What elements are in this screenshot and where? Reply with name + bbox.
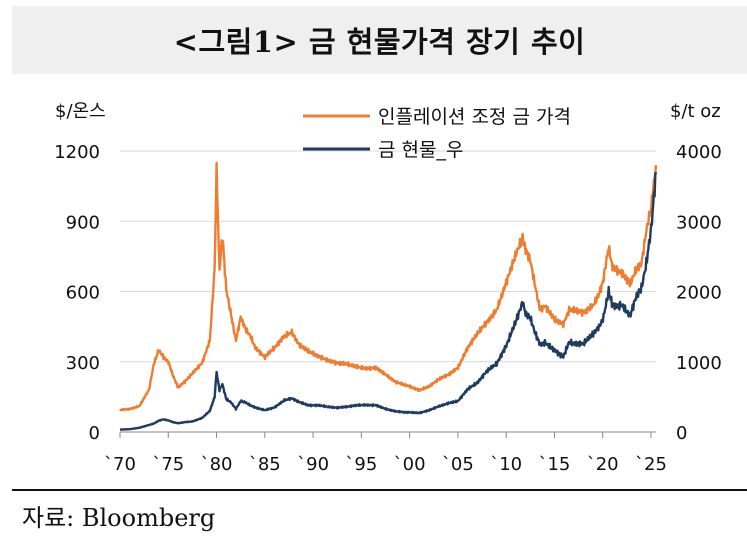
x-tick-label: `25: [635, 454, 667, 475]
x-tick-label: `85: [249, 454, 281, 475]
left-axis-unit: $/온스: [55, 101, 106, 122]
grid-lines: [120, 150, 656, 433]
right-axis-unit: $/t oz: [670, 101, 721, 122]
left-axis-ticks: 0 300 600 900 1200: [54, 142, 100, 444]
right-axis-ticks: 0 1000 2000 3000 4000: [676, 142, 722, 444]
right-tick-label: 1000: [676, 353, 722, 374]
series-lines: [119, 161, 658, 431]
series-line-inflation-adjusted: [119, 161, 658, 412]
right-tick-label: 4000: [676, 142, 722, 163]
chart-title: <그림1> 금 현물가격 장기 추이: [173, 25, 586, 59]
left-tick-label: 1200: [54, 142, 100, 163]
right-tick-label: 2000: [676, 283, 722, 304]
legend-label-spot: 금 현물_우: [378, 139, 463, 161]
x-axis-ticks: `70 `75 `80 `85 `90 `95 `00 `05 `10 `15 `20 `25: [104, 431, 667, 475]
left-tick-label: 0: [89, 423, 100, 444]
right-tick-label: 0: [676, 423, 687, 444]
x-tick-label: `75: [152, 454, 184, 475]
x-tick-label: `15: [538, 454, 570, 475]
x-tick-label: `80: [201, 454, 233, 475]
chart-title-bar: <그림1> 금 현물가격 장기 추이: [12, 6, 747, 74]
x-tick-label: `90: [297, 454, 329, 475]
left-tick-label: 600: [66, 283, 100, 304]
x-tick-label: `10: [490, 454, 522, 475]
bottom-rule: [12, 489, 747, 491]
series-line-spot: [119, 171, 658, 431]
legend-label-inflation-adjusted: 인플레이션 조정 금 가격: [378, 106, 571, 128]
x-tick-label: `70: [104, 454, 136, 475]
legend: 인플레이션 조정 금 가격 금 현물_우: [303, 106, 571, 161]
x-tick-label: `95: [345, 454, 377, 475]
left-tick-label: 300: [66, 353, 100, 374]
right-tick-label: 3000: [676, 212, 722, 233]
left-tick-label: 900: [66, 212, 100, 233]
x-tick-label: `05: [442, 454, 474, 475]
x-tick-label: `00: [394, 454, 426, 475]
x-tick-label: `20: [587, 454, 619, 475]
source-note: 자료: Bloomberg: [22, 504, 216, 532]
